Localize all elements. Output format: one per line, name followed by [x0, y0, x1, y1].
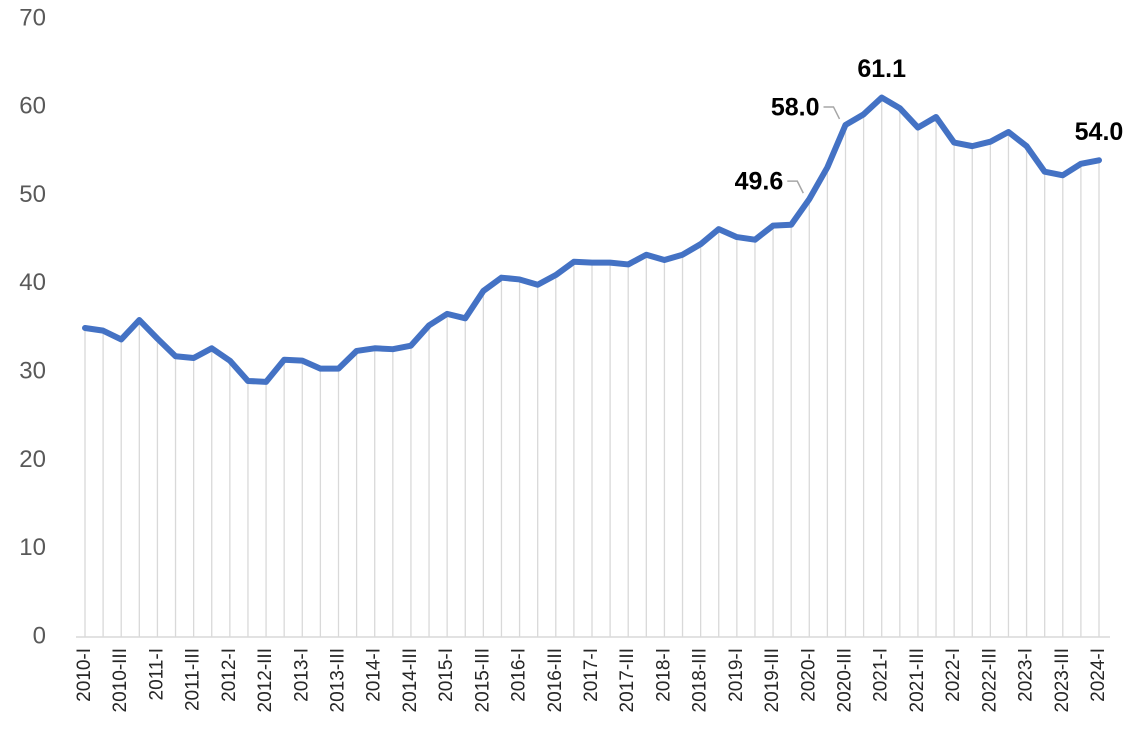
y-tick-label: 30 — [19, 357, 46, 384]
data-label: 54.0 — [1075, 118, 1124, 146]
line — [82, 94, 1102, 385]
x-tick-label: 2017-I — [581, 648, 602, 702]
x-tick-label: 2014-III — [400, 648, 421, 712]
y-tick-label: 20 — [19, 446, 46, 473]
y-tick-label: 50 — [19, 181, 46, 208]
x-tick-label: 2012-III — [255, 648, 276, 712]
x-tick-label: 2013-III — [328, 648, 349, 712]
x-tick-label: 2022-III — [979, 648, 1000, 712]
x-tick-label: 2017-III — [617, 648, 638, 712]
x-tick-label: 2012-I — [219, 648, 240, 702]
x-tick-label: 2018-III — [690, 648, 711, 712]
leader-line — [823, 106, 841, 120]
x-tick-label: 2021-I — [871, 648, 892, 702]
y-tick-label: 0 — [33, 622, 46, 649]
data-label: 58.0 — [771, 94, 820, 122]
x-tick-label: 2014-I — [364, 648, 385, 702]
leader-line — [787, 180, 804, 194]
y-tick-label: 10 — [19, 534, 46, 561]
data-label: 49.6 — [735, 168, 784, 196]
x-tick-label: 2024-I — [1088, 648, 1109, 702]
x-tick-label: 2020-III — [835, 648, 856, 712]
x-tick-label: 2010-I — [74, 648, 95, 702]
x-tick-label: 2013-I — [291, 648, 312, 702]
y-tick-label: 70 — [19, 4, 46, 31]
x-tick-label: 2022-I — [943, 648, 964, 702]
x-tick-label: 2023-III — [1052, 648, 1073, 712]
x-tick-label: 2021-III — [907, 648, 928, 712]
x-tick-label: 2023-I — [1016, 648, 1037, 702]
x-tick-label: 2010-III — [110, 648, 131, 712]
x-tick-label: 2019-I — [726, 648, 747, 702]
x-tick-label: 2016-III — [545, 648, 566, 712]
y-tick-label: 40 — [19, 269, 46, 296]
x-tick-label: 2015-I — [436, 648, 457, 702]
x-tick-label: 2016-I — [509, 648, 530, 702]
x-tick-label: 2015-III — [472, 648, 493, 712]
x-tick-label: 2020-I — [798, 648, 819, 702]
x-tick-label: 2018-I — [653, 648, 674, 702]
x-tick-label: 2011-III — [183, 648, 204, 711]
data-label: 61.1 — [857, 55, 906, 83]
x-tick-label: 2011-I — [146, 648, 167, 700]
y-tick-label: 60 — [19, 93, 46, 120]
x-tick-label: 2019-III — [762, 648, 783, 712]
